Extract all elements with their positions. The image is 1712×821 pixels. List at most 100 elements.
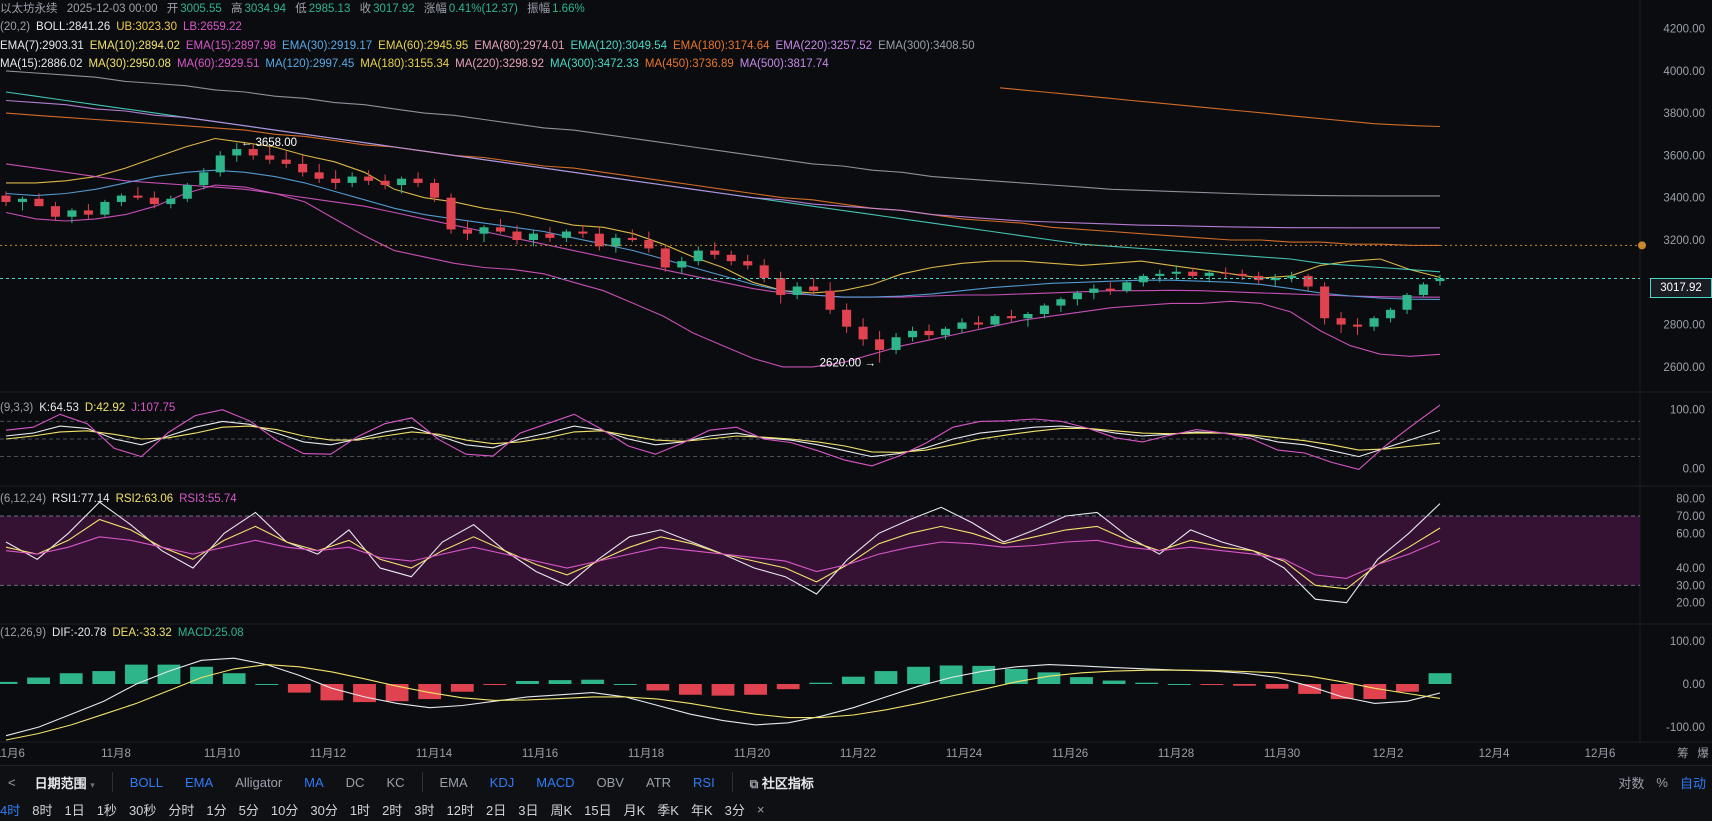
macd-histogram-bar xyxy=(1396,684,1419,692)
macd-histogram-bar xyxy=(255,684,279,685)
timeframe-5[interactable]: 分时 xyxy=(168,802,195,818)
timeframe-15[interactable]: 3日 xyxy=(518,802,539,818)
price-tick: 4200.00 xyxy=(1663,24,1705,36)
main-indicator-ma-button[interactable]: MA xyxy=(304,774,324,790)
candle-body xyxy=(331,178,341,183)
rsi-pane xyxy=(5,501,1441,604)
timeframe-0[interactable]: 4时 xyxy=(0,802,21,818)
date-tick: 12月4 xyxy=(1479,748,1510,760)
candle-body xyxy=(1221,272,1231,274)
timeframe-1[interactable]: 8时 xyxy=(32,802,53,818)
ema-value: EMA(220):3257.52 xyxy=(775,40,873,52)
timeframe-20[interactable]: 年K xyxy=(690,802,713,818)
back-button[interactable]: < xyxy=(8,774,16,790)
candle-body xyxy=(1023,314,1033,319)
candle-body xyxy=(1402,294,1412,310)
macd-histogram-bar xyxy=(1428,673,1452,684)
divider xyxy=(421,772,423,792)
timeframe-12[interactable]: 3时 xyxy=(414,802,435,818)
timeframe-17[interactable]: 15日 xyxy=(584,802,612,818)
sub-indicator-group: EMA KDJ MACD OBV ATR RSI xyxy=(429,775,726,790)
price-pane: ← 3658.00 2620.00 → xyxy=(0,70,1646,370)
timeframe-13[interactable]: 12时 xyxy=(446,802,474,818)
candle-body xyxy=(809,286,819,291)
timeframe-18[interactable]: 月K xyxy=(623,802,646,818)
ema-value: EMA(180):3174.64 xyxy=(673,40,770,52)
timeframe-9[interactable]: 30分 xyxy=(310,802,338,818)
candle-body xyxy=(1336,318,1346,325)
sub-indicator-obv-button[interactable]: OBV xyxy=(596,774,624,790)
candle-body xyxy=(1204,272,1214,276)
date-tick: 12月2 xyxy=(1373,748,1404,760)
main-indicator-ema-button[interactable]: EMA xyxy=(185,774,214,790)
log-scale-toggle[interactable]: 对数 xyxy=(1618,775,1645,791)
macd-legend: (12,26,9) DIF:-20.78 DEA:-33.32 MACD:25.08 xyxy=(0,624,250,642)
timeframe-8[interactable]: 10分 xyxy=(270,802,299,818)
sub-indicator-atr-button[interactable]: ATR xyxy=(645,774,672,790)
macd-histogram-bar xyxy=(776,684,800,690)
sub-indicator-macd-button[interactable]: MACD xyxy=(536,774,575,790)
kdj-tick: 100.00 xyxy=(1670,405,1705,417)
main-indicator-boll-button[interactable]: BOLL xyxy=(129,774,164,790)
candle-body xyxy=(1303,275,1313,287)
macd-value: DIF:-20.78 xyxy=(52,627,107,639)
candle-body xyxy=(825,290,835,310)
timeframe-2[interactable]: 1日 xyxy=(64,802,85,818)
community-indicators-button[interactable]: ⧉ 社区指标 xyxy=(739,773,825,792)
timeframe-6[interactable]: 1分 xyxy=(206,802,227,818)
scale-options: 对数 % 自动 xyxy=(1612,766,1712,798)
timeframe-11[interactable]: 2时 xyxy=(382,802,403,818)
community-label: 社区指标 xyxy=(761,775,814,791)
overlay-line xyxy=(5,70,1440,197)
candle-body xyxy=(364,176,374,181)
rsi-tick: 30.00 xyxy=(1676,580,1705,592)
close-icon[interactable]: × xyxy=(756,801,765,817)
symbol-name: 以太坊永续 xyxy=(0,3,58,15)
candle-body xyxy=(248,149,258,156)
timeframe-4[interactable]: 30秒 xyxy=(128,802,157,818)
timeframe-7[interactable]: 5分 xyxy=(238,802,259,818)
divider xyxy=(731,772,733,792)
chart-grid xyxy=(0,0,1712,743)
percent-scale-toggle[interactable]: % xyxy=(1656,774,1668,790)
price-tick: 3400.00 xyxy=(1663,193,1705,205)
sub-indicator-ema-button[interactable]: EMA xyxy=(439,774,468,790)
main-indicator-alligator-button[interactable]: Alligator xyxy=(235,774,283,790)
high-marker: ← 3658.00 xyxy=(241,137,297,149)
ma-value: MA(120):2997.45 xyxy=(265,58,355,70)
main-indicator-kc-button[interactable]: KC xyxy=(386,774,405,790)
kdj-value: J:107.75 xyxy=(131,402,176,414)
timeframe-21[interactable]: 3分 xyxy=(724,802,745,818)
sub-indicator-rsi-button[interactable]: RSI xyxy=(693,774,715,790)
candle-body xyxy=(83,210,93,215)
boll-params: (20,2) xyxy=(0,21,31,33)
candle-body xyxy=(446,197,456,230)
candle-body xyxy=(265,155,275,160)
sub-indicator-kdj-button[interactable]: KDJ xyxy=(489,774,515,790)
macd-histogram-bar xyxy=(1037,672,1061,684)
auto-scale-toggle[interactable]: 自动 xyxy=(1679,775,1706,791)
timeframe-14[interactable]: 2日 xyxy=(486,802,507,818)
ema-value: EMA(80):2974.01 xyxy=(474,40,565,52)
candle-body xyxy=(710,250,720,255)
rsi-value: RSI2:63.06 xyxy=(115,493,174,505)
timeframe-19[interactable]: 季K xyxy=(657,802,679,818)
date-tick: 11月10 xyxy=(204,748,240,760)
ema-value: EMA(10):2894.02 xyxy=(89,40,180,52)
candle-body xyxy=(875,339,885,350)
boll-legend: (20,2) BOLL:2841.26 UB:3023.30 LB:2659.22 xyxy=(0,18,248,36)
candle-body xyxy=(1287,275,1297,279)
candle-body xyxy=(17,198,28,202)
timeframe-10[interactable]: 1时 xyxy=(349,802,371,818)
timeframe-16[interactable]: 周K xyxy=(550,802,573,818)
change-label: 涨幅 xyxy=(423,3,447,15)
timeframe-3[interactable]: 1秒 xyxy=(96,802,117,818)
main-indicator-dc-button[interactable]: DC xyxy=(345,774,365,790)
ema-value: EMA(7):2903.31 xyxy=(0,40,84,52)
overlay-line xyxy=(999,87,1441,128)
date-range-button[interactable]: 日期范围 ▾ xyxy=(24,773,106,792)
macd-histogram-bar xyxy=(483,684,507,685)
candle-body xyxy=(34,198,44,207)
date-tick: 11月22 xyxy=(840,748,876,760)
